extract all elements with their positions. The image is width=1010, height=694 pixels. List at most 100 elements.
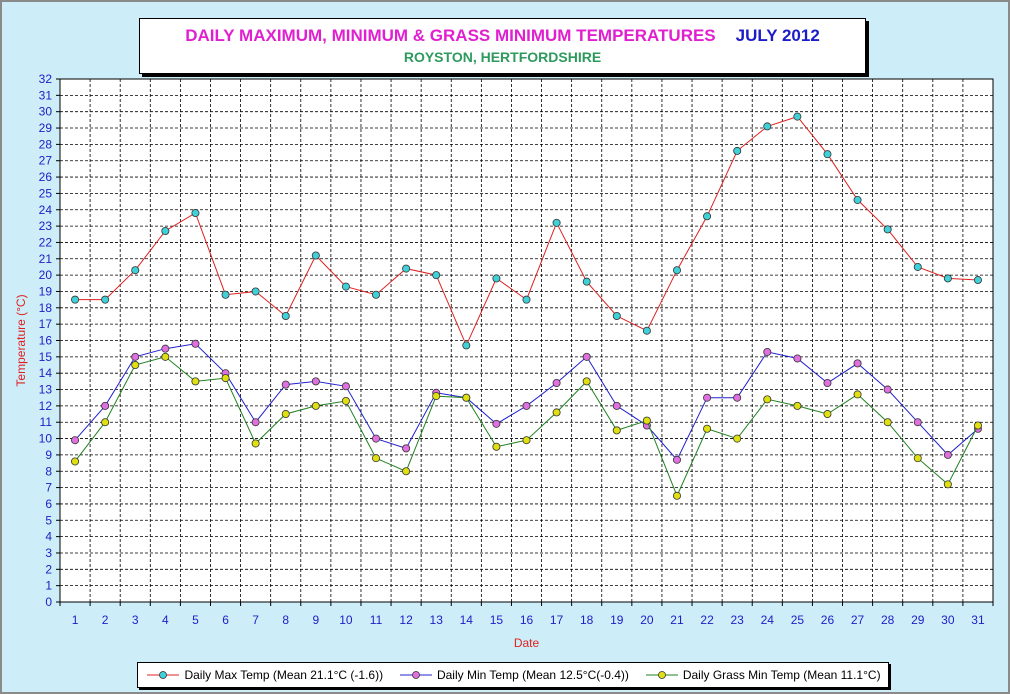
data-point-series-0	[853, 195, 862, 204]
y-tick-label: 0	[45, 595, 52, 609]
x-tick-label: 12	[399, 613, 413, 627]
legend-item-min: Daily Min Temp (Mean 12.5°C(-0.4))	[398, 668, 629, 682]
x-tick-label: 19	[610, 613, 624, 627]
data-point-series-0	[161, 226, 170, 235]
x-tick-label: 23	[730, 613, 744, 627]
data-point-series-2	[733, 434, 742, 443]
chart-title-box: DAILY MAXIMUM, MINIMUM & GRASS MINIMUM T…	[139, 18, 866, 74]
x-tick-label: 3	[132, 613, 139, 627]
data-point-series-2	[552, 408, 561, 417]
x-tick-label: 30	[941, 613, 955, 627]
legend-label-min: Daily Min Temp (Mean 12.5°C(-0.4))	[436, 668, 629, 682]
legend-label-grass: Daily Grass Min Temp (Mean 11.1°C)	[682, 668, 881, 682]
data-point-series-2	[973, 421, 982, 430]
data-point-series-2	[131, 361, 140, 370]
data-point-series-2	[251, 439, 260, 448]
data-point-series-1	[703, 393, 712, 402]
data-point-series-1	[552, 378, 561, 387]
chart-subtitle: ROYSTON, HERTFORDSHIRE	[403, 49, 602, 65]
x-tick-label: 11	[370, 613, 383, 627]
x-tick-label: 8	[282, 613, 289, 627]
data-point-series-1	[281, 380, 290, 389]
data-point-series-0	[221, 290, 230, 299]
y-tick-label: 31	[39, 88, 53, 102]
data-point-series-1	[823, 378, 832, 387]
y-tick-label: 30	[39, 105, 53, 119]
y-tick-label: 32	[39, 72, 53, 86]
y-tick-label: 4	[45, 530, 52, 544]
data-point-series-2	[823, 410, 832, 419]
data-point-series-1	[793, 354, 802, 363]
x-tick-label: 21	[670, 613, 684, 627]
y-tick-label: 27	[39, 154, 53, 168]
data-point-series-1	[251, 418, 260, 427]
x-tick-label: 17	[550, 613, 564, 627]
data-point-series-1	[672, 455, 681, 464]
data-point-series-0	[763, 122, 772, 131]
y-tick-label: 14	[39, 366, 53, 380]
y-tick-label: 21	[39, 252, 53, 266]
data-point-series-1	[402, 444, 411, 453]
x-tick-label: 25	[791, 613, 805, 627]
legend-marker-grass	[645, 671, 678, 679]
data-point-series-2	[191, 377, 200, 386]
data-point-series-0	[612, 311, 621, 320]
x-tick-label: 24	[761, 613, 775, 627]
x-axis-title: Date	[514, 636, 540, 650]
data-point-series-2	[522, 436, 531, 445]
y-tick-label: 8	[45, 464, 52, 478]
y-tick-label: 1	[45, 579, 52, 593]
data-point-series-1	[612, 401, 621, 410]
chart-title-text: DAILY MAXIMUM, MINIMUM & GRASS MINIMUM T…	[185, 26, 716, 45]
data-point-series-0	[582, 277, 591, 286]
data-point-series-0	[131, 266, 140, 275]
data-point-series-2	[793, 401, 802, 410]
x-tick-label: 7	[252, 613, 259, 627]
data-point-series-2	[402, 467, 411, 476]
x-tick-label: 20	[640, 613, 654, 627]
x-tick-label: 15	[490, 613, 504, 627]
y-tick-label: 18	[39, 301, 53, 315]
data-point-series-1	[943, 450, 952, 459]
data-point-series-2	[221, 374, 230, 383]
data-point-series-0	[552, 218, 561, 227]
data-point-series-0	[733, 146, 742, 155]
data-point-series-0	[432, 271, 441, 280]
data-point-series-0	[311, 251, 320, 260]
data-point-series-0	[823, 150, 832, 159]
data-point-series-1	[311, 377, 320, 386]
data-point-series-2	[341, 396, 350, 405]
data-point-series-0	[943, 274, 952, 283]
data-point-series-2	[372, 454, 381, 463]
y-tick-label: 17	[39, 317, 53, 331]
y-tick-label: 13	[39, 383, 53, 397]
data-point-series-0	[793, 112, 802, 121]
data-point-series-2	[703, 424, 712, 433]
data-point-series-2	[161, 352, 170, 361]
legend-marker-min	[399, 671, 432, 679]
x-tick-label: 22	[700, 613, 714, 627]
y-tick-label: 5	[45, 513, 52, 527]
data-point-series-2	[311, 401, 320, 410]
y-tick-label: 7	[45, 481, 52, 495]
data-point-series-2	[281, 410, 290, 419]
data-point-series-1	[763, 347, 772, 356]
data-point-series-0	[281, 311, 290, 320]
x-tick-label: 5	[192, 613, 199, 627]
legend-item-grass: Daily Grass Min Temp (Mean 11.1°C)	[644, 668, 881, 682]
data-point-series-1	[191, 339, 200, 348]
data-point-series-2	[612, 426, 621, 435]
chart-title: DAILY MAXIMUM, MINIMUM & GRASS MINIMUM T…	[140, 26, 865, 46]
legend: Daily Max Temp (Mean 21.1°C (-1.6)) Dail…	[137, 662, 889, 688]
data-point-series-2	[883, 418, 892, 427]
data-point-series-0	[341, 282, 350, 291]
x-tick-label: 29	[911, 613, 925, 627]
x-tick-label: 10	[339, 613, 353, 627]
legend-label-max: Daily Max Temp (Mean 21.1°C (-1.6))	[184, 668, 384, 682]
x-tick-label: 1	[72, 613, 79, 627]
y-tick-label: 28	[39, 137, 53, 151]
x-tick-label: 26	[821, 613, 835, 627]
data-point-series-2	[492, 442, 501, 451]
y-tick-label: 3	[45, 546, 52, 560]
